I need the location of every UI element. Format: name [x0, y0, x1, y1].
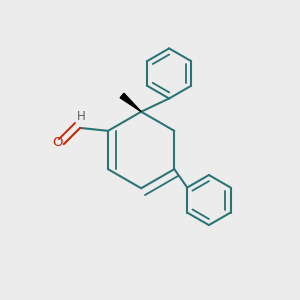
- Text: O: O: [52, 136, 63, 149]
- Polygon shape: [120, 93, 141, 112]
- Text: H: H: [77, 110, 86, 123]
